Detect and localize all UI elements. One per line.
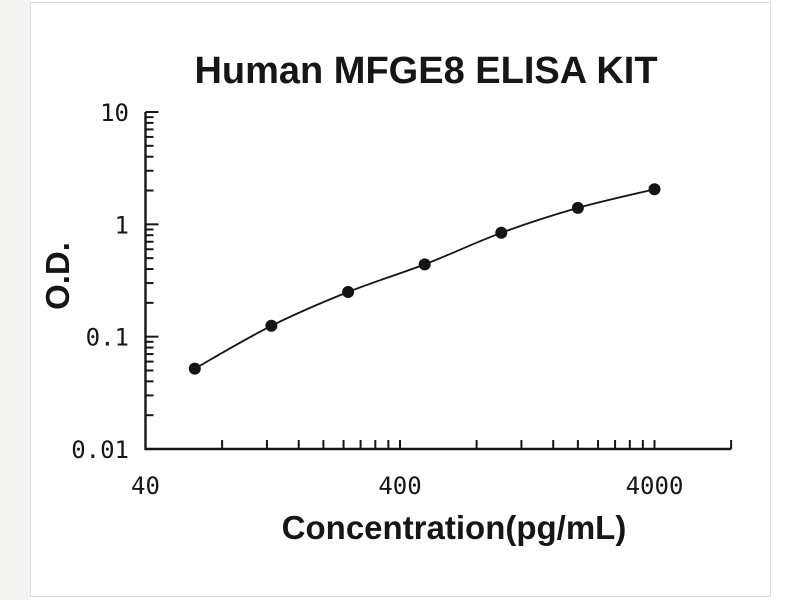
x-tick-label: 4000 [626,472,684,500]
page-left-margin [0,0,30,600]
x-axis-label: Concentration(pg/mL) [281,509,627,546]
y-axis-label: O.D. [39,242,76,310]
y-tick-label: 0.01 [71,436,129,464]
y-tick-label: 1 [115,211,129,239]
x-tick-label: 400 [378,472,421,500]
x-tick-label: 40 [131,472,160,500]
chart-image-frame [30,2,771,597]
data-point-marker [188,362,201,375]
y-tick-label: 10 [100,99,129,127]
data-point-marker [418,258,431,271]
data-point-marker [265,319,278,332]
chart-title: Human MFGE8 ELISA KIT [194,50,658,92]
data-point-marker [342,286,355,298]
standard-curve-line [194,188,655,370]
axis-lines [144,112,732,451]
y-tick-label: 0.1 [86,324,129,352]
data-point-marker [571,201,584,214]
data-point-marker [648,183,661,196]
data-point-marker [495,226,508,239]
